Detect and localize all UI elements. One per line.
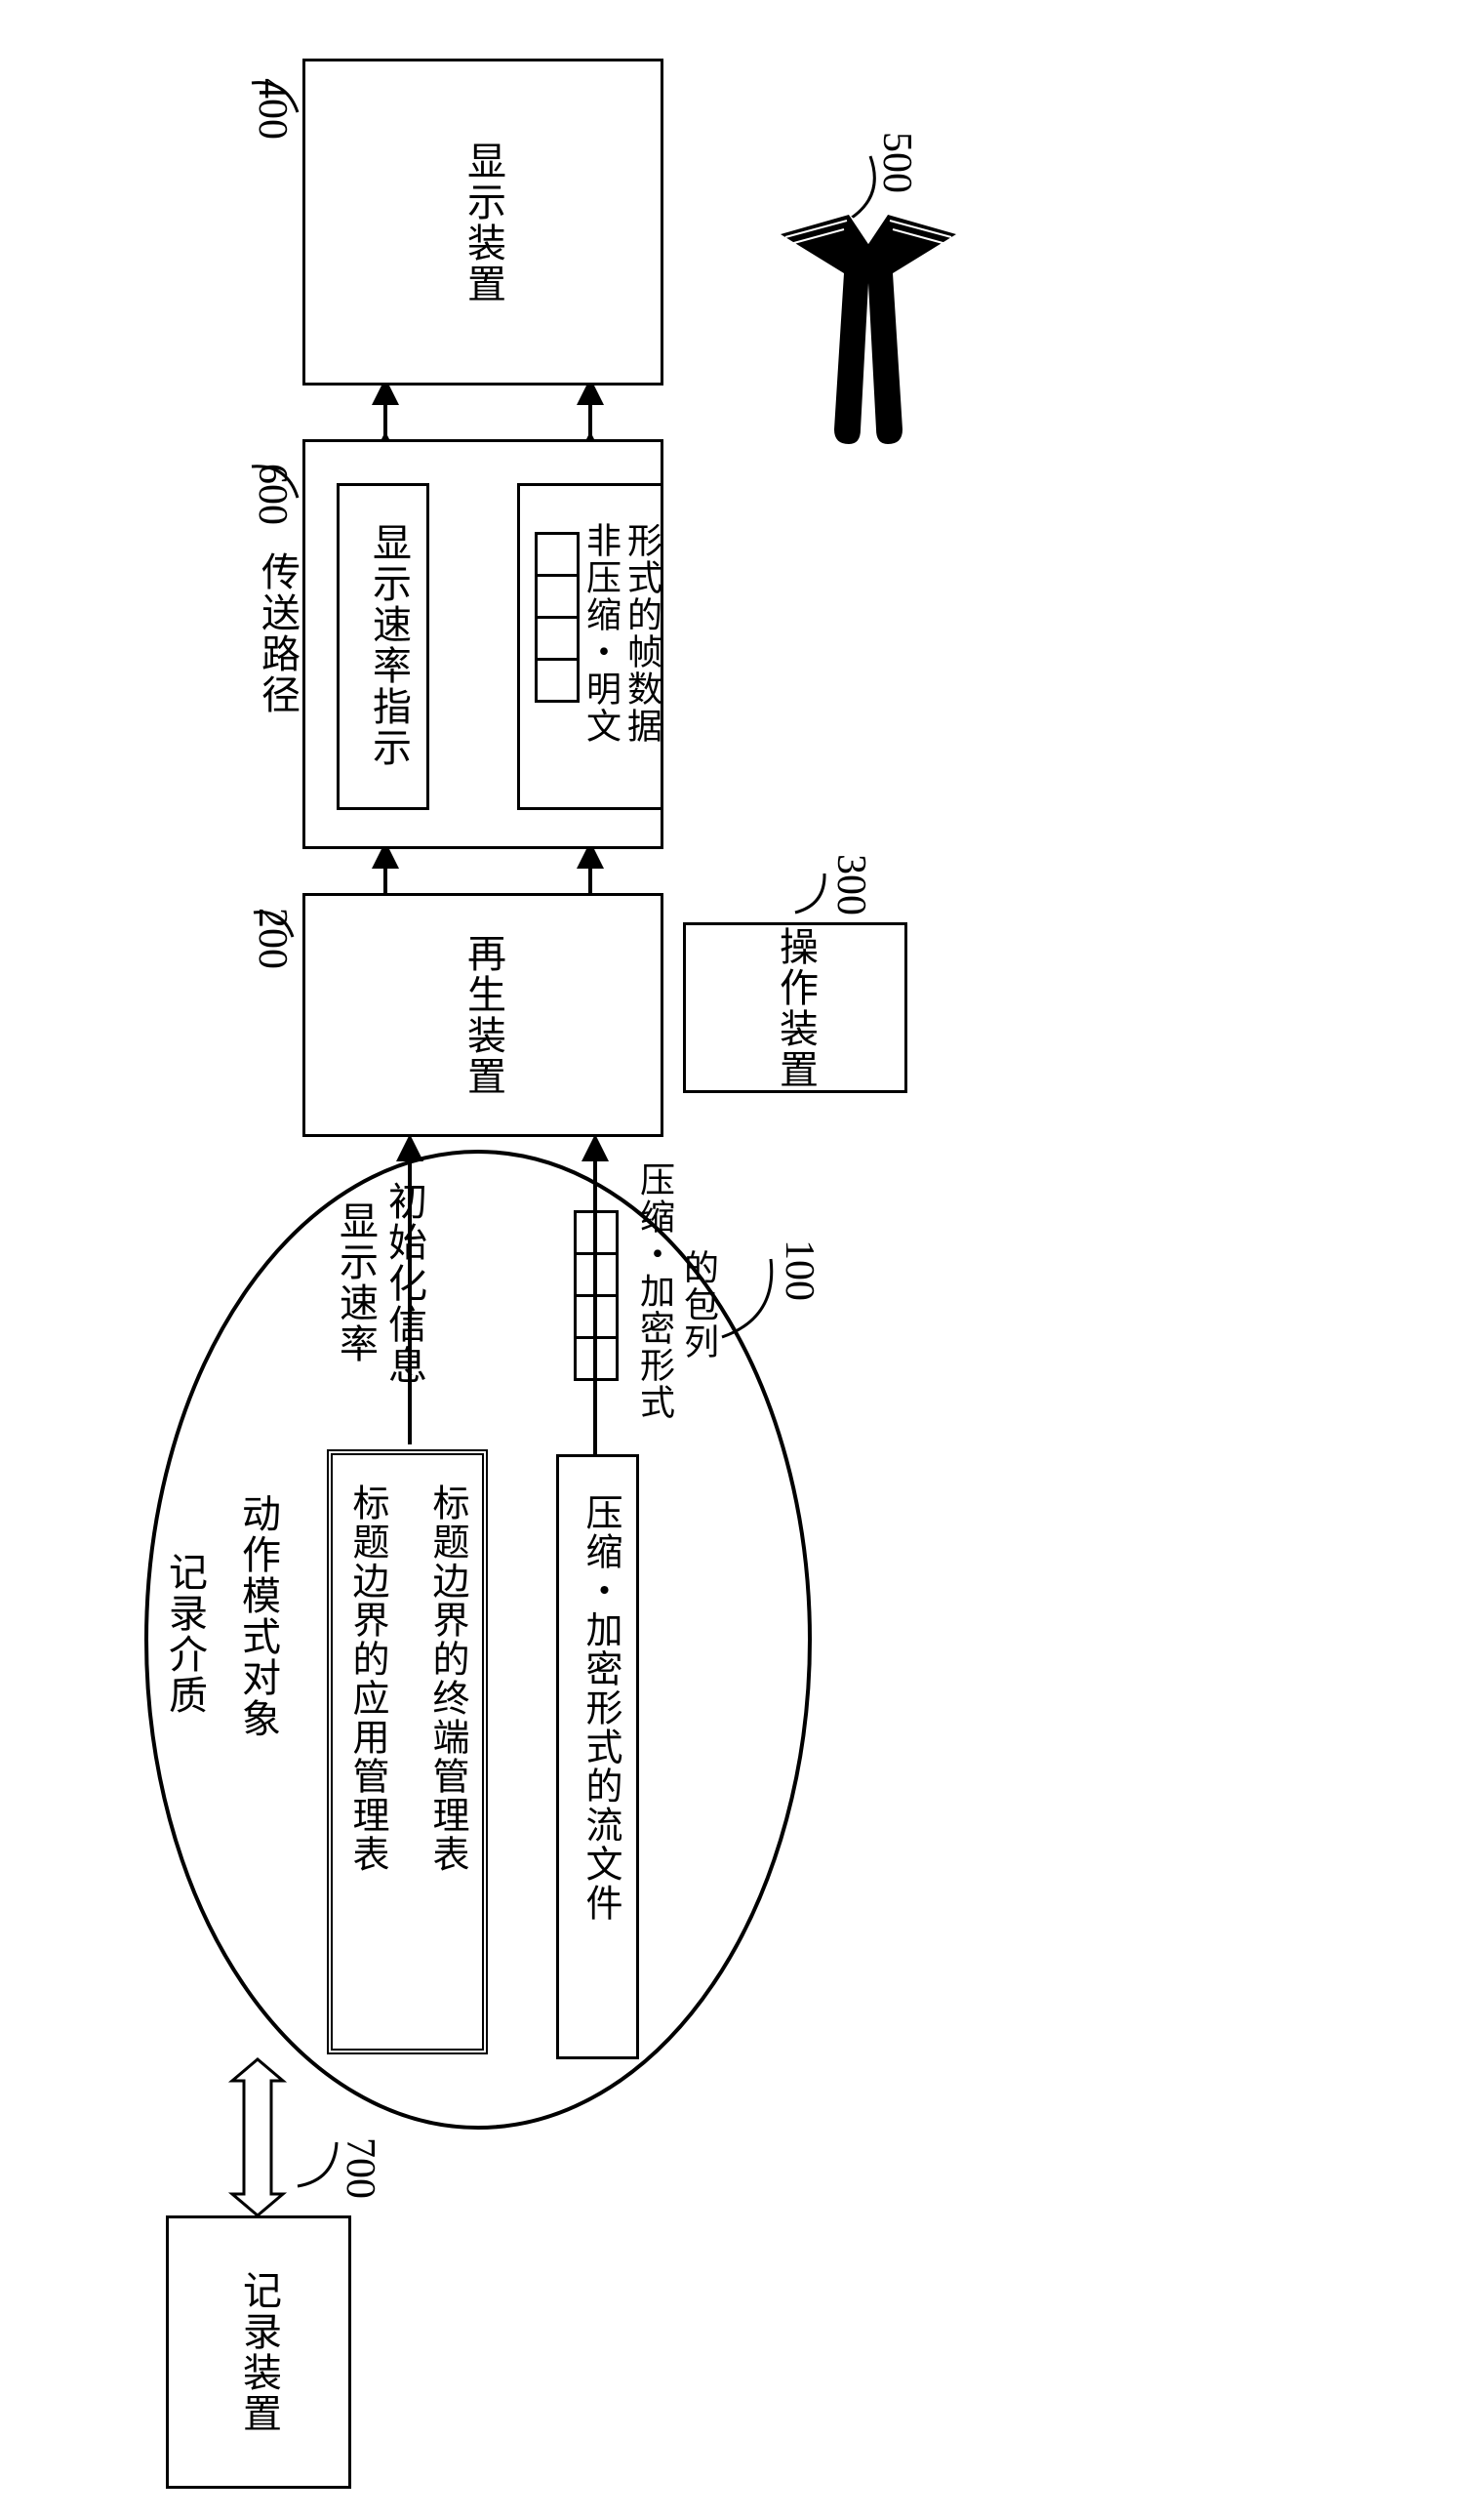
glasses-icon — [742, 205, 995, 464]
label-400: 400 — [249, 78, 296, 140]
playback-device-box: 再生装置 — [302, 893, 663, 1137]
transmission-path-title: 传送路径 — [249, 551, 305, 715]
display-device-label: 显示装置 — [455, 141, 511, 305]
label-100: 100 — [776, 1239, 822, 1301]
display-rate-label-l2: 初始化信息 — [376, 1181, 432, 1386]
label-300: 300 — [827, 854, 874, 915]
label-600: 600 — [249, 464, 296, 525]
mode-object-title: 动作模式对象 — [229, 1493, 286, 1739]
label-500: 500 — [873, 132, 920, 193]
record-medium-title: 记录介质 — [156, 1552, 213, 1716]
term-mgmt-table-label: 标题边界的终端管理表 — [421, 1483, 474, 1874]
label-200: 200 — [249, 908, 296, 969]
frame-data-label-l2: 形式的帧数据 — [617, 522, 667, 745]
record-device-label: 记录装置 — [230, 2270, 287, 2434]
packet-seq-label-l2: 的包列 — [673, 1249, 724, 1361]
playback-device-label: 再生装置 — [455, 933, 511, 1097]
label-700: 700 — [337, 2137, 383, 2199]
record-device-box: 记录装置 — [166, 2215, 351, 2489]
packet-row-1 — [574, 1210, 619, 1381]
app-mgmt-table-label: 标题边界的应用管理表 — [341, 1483, 394, 1874]
stream-file-label: 压缩・加密形式的流文件 — [574, 1493, 627, 1923]
packet-row-2 — [535, 532, 580, 703]
display-rate-indication-label: 显示速率指示 — [360, 522, 417, 768]
operation-device-box: 操作装置 — [683, 922, 907, 1093]
operation-device-label: 操作装置 — [767, 926, 823, 1090]
display-device-box: 显示装置 — [302, 59, 663, 386]
